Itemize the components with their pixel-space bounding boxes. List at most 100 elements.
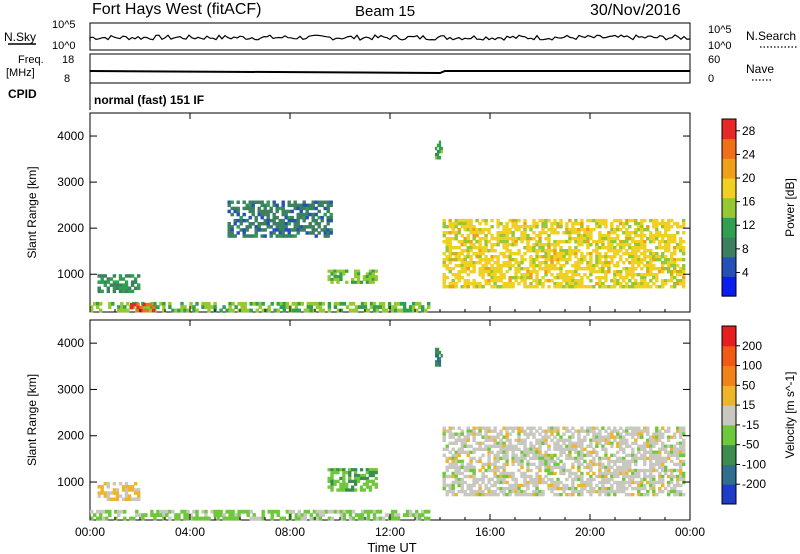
data-cell (682, 282, 686, 286)
data-cell (112, 274, 117, 278)
data-cell (550, 243, 554, 247)
data-cell (454, 456, 458, 461)
data-cell (362, 275, 367, 279)
data-cell (574, 218, 578, 223)
data-cell (583, 438, 587, 442)
data-cell (580, 279, 584, 283)
data-cell (481, 258, 485, 262)
data-cell (523, 474, 527, 479)
data-cell (667, 237, 671, 241)
data-cell (616, 468, 620, 473)
data-cell (664, 471, 668, 476)
data-cell (502, 492, 506, 497)
data-cell (130, 305, 134, 310)
data-cell (553, 459, 557, 464)
data-cell (580, 282, 584, 286)
data-cell (378, 301, 383, 306)
data-cell (445, 231, 449, 235)
data-cell (372, 509, 377, 514)
data-cell (544, 465, 548, 470)
data-cell (303, 308, 307, 313)
data-cell (484, 261, 488, 265)
data-cell (96, 305, 100, 309)
colorbar-segment (722, 326, 736, 347)
data-cell (336, 308, 341, 313)
data-cell (305, 203, 309, 208)
data-cell (676, 477, 680, 482)
data-cell (284, 212, 288, 217)
data-cell (508, 471, 512, 476)
data-cell (260, 222, 264, 226)
data-cell (457, 279, 461, 283)
data-cell (481, 246, 485, 250)
data-cell (270, 516, 274, 521)
data-cell (604, 468, 608, 473)
data-cell (487, 456, 491, 461)
data-cell (679, 468, 683, 473)
data-cell (601, 282, 605, 286)
data-cell (348, 488, 352, 492)
data-cell (478, 261, 482, 265)
colorbar-segment (722, 424, 736, 446)
data-cell (469, 456, 473, 461)
data-cell (326, 203, 330, 208)
data-cell (275, 225, 279, 229)
data-cell (436, 350, 440, 355)
data-cell (676, 492, 680, 497)
data-cell (565, 261, 569, 265)
data-cell (365, 272, 369, 276)
data-cell (333, 277, 337, 282)
data-cell (661, 240, 665, 244)
data-cell (577, 429, 581, 433)
data-cell (682, 450, 686, 454)
data-cell (240, 509, 244, 514)
data-cell (658, 465, 662, 470)
data-cell (466, 249, 470, 253)
data-cell (330, 269, 334, 273)
data-cell (535, 450, 539, 454)
data-cell (451, 231, 455, 235)
data-cell (484, 267, 488, 271)
data-cell (556, 273, 560, 277)
data-cell (547, 486, 551, 491)
data-cell (580, 483, 584, 488)
data-cell (165, 509, 169, 514)
data-cell (583, 465, 587, 470)
data-cell (631, 492, 635, 497)
data-cell (598, 282, 602, 286)
data-cell (667, 264, 671, 268)
data-cell (601, 426, 605, 430)
data-cell (541, 225, 545, 229)
data-cell (448, 465, 452, 470)
data-cell (266, 203, 270, 208)
data-cell (445, 243, 449, 247)
data-cell (649, 450, 653, 454)
data-cell (670, 237, 674, 241)
data-cell (294, 308, 298, 313)
data-cell (445, 240, 449, 244)
data-cell (574, 441, 578, 445)
data-cell (529, 474, 533, 479)
data-cell (532, 453, 536, 458)
data-cell (159, 513, 163, 517)
data-cell (260, 209, 264, 214)
data-cell (348, 509, 353, 514)
data-cell (532, 246, 536, 250)
data-cell (664, 279, 668, 283)
data-cell (469, 429, 473, 433)
data-cell (345, 488, 349, 492)
data-cell (625, 468, 629, 473)
data-cell (299, 225, 303, 229)
data-cell (365, 482, 369, 486)
data-cell (436, 143, 440, 148)
data-cell (118, 289, 123, 294)
data-cell (103, 491, 107, 495)
data-cell (607, 441, 611, 445)
data-cell (481, 462, 485, 467)
data-cell (538, 459, 542, 464)
data-cell (342, 301, 347, 306)
data-cell (469, 462, 473, 467)
data-cell (523, 429, 527, 433)
data-cell (655, 234, 659, 238)
data-cell (263, 203, 267, 208)
